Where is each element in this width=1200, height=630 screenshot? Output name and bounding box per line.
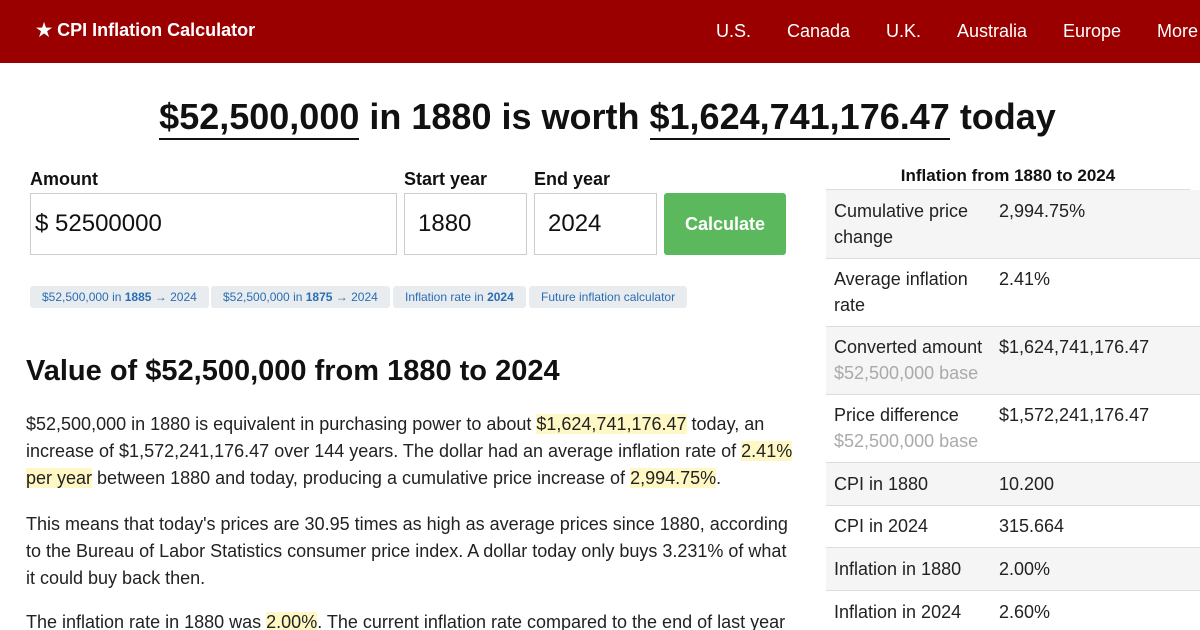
calculate-button[interactable]: Calculate — [664, 193, 786, 255]
brand-link[interactable]: ★ CPI Inflation Calculator — [36, 20, 255, 41]
start-year-value: 1880 — [418, 210, 472, 237]
table-row: Cumulative price change 2,994.75% — [826, 190, 1200, 259]
start-year-label: Start year — [404, 169, 488, 189]
chip-text: $52,500,000 in — [223, 290, 306, 304]
table-row: CPI in 2024 315.664 — [826, 506, 1200, 548]
table-row: Converted amount $52,500,000 base $1,624… — [826, 327, 1200, 395]
para-text: The inflation rate in 1880 was — [26, 612, 267, 630]
row-value: 2.00% — [999, 559, 1051, 579]
row-label: CPI in 2024 — [834, 516, 929, 536]
nav-link-more[interactable]: More — [1157, 21, 1199, 41]
end-year-input[interactable]: 2024 — [534, 193, 657, 255]
start-year-input[interactable]: 1880 — [404, 193, 527, 255]
row-label: Converted amount $52,500,000 base — [834, 334, 984, 386]
row-label: CPI in 1880 — [834, 474, 929, 494]
star-icon: ★ — [36, 20, 53, 40]
chip-text: Future inflation calculator — [541, 290, 676, 304]
para-text: today, an increase of $1,572,241,176.47 … — [26, 414, 765, 461]
table-row: CPI in 1880 10.200 — [826, 463, 1200, 506]
paragraph-summary: $52,500,000 in 1880 is equivalent in pur… — [26, 411, 796, 492]
para-text: between 1880 and today, producing a cumu… — [92, 468, 631, 488]
table-row: Average inflation rate 2.41% — [826, 259, 1200, 327]
para-text: $52,500,000 in 1880 is equivalent in pur… — [26, 414, 537, 434]
dollar-prefix: $ — [35, 210, 49, 237]
nav-link-us[interactable]: U.S. — [716, 21, 752, 41]
nav-link-canada[interactable]: Canada — [787, 21, 851, 41]
headline-suffix: today — [959, 96, 1056, 137]
nav-link-uk[interactable]: U.K. — [886, 21, 922, 41]
highlight-value: $1,624,741,176.47 — [536, 414, 687, 434]
sidebar-title: Inflation from 1880 to 2024 — [900, 166, 1116, 185]
row-label-text: Converted amount — [834, 337, 983, 357]
headline-amount: $52,500,000 — [159, 96, 360, 140]
chip-bold: 1885 — [124, 290, 152, 304]
row-label: Cumulative price change — [834, 201, 969, 247]
row-label: Average inflation rate — [834, 269, 968, 315]
paragraph-explanation: This means that today's prices are 30.95… — [26, 514, 788, 588]
end-year-label: End year — [534, 169, 611, 189]
chip-inflation-rate[interactable]: Inflation rate in 2024 — [393, 286, 526, 308]
amount-input[interactable]: $ 52500000 — [30, 193, 397, 255]
row-value: $1,572,241,176.47 — [999, 405, 1150, 425]
chip-1875[interactable]: $52,500,000 in 1875 → 2024 — [211, 286, 390, 308]
row-value: $1,624,741,176.47 — [999, 337, 1150, 357]
chip-text: → 2024 — [151, 290, 197, 304]
highlight-rate-1880: 2.00% — [266, 612, 318, 630]
chip-1885[interactable]: $52,500,000 in 1885 → 2024 — [30, 286, 209, 308]
chip-text: $52,500,000 in — [42, 290, 125, 304]
table-row: Inflation in 1880 2.00% — [826, 548, 1200, 591]
row-sub: $52,500,000 base — [834, 431, 979, 451]
row-label-text: Price difference — [834, 405, 959, 425]
paragraph-inflation-rate: The inflation rate in 1880 was 2.00%. Th… — [26, 609, 796, 630]
top-nav: ★ CPI Inflation Calculator U.S. Canada U.… — [0, 0, 1200, 63]
page-headline: $52,500,000 in 1880 is worth $1,624,741,… — [0, 96, 1200, 140]
nav-link-australia[interactable]: Australia — [957, 21, 1028, 41]
para-text: . — [716, 468, 722, 488]
amount-value: 52500000 — [55, 210, 162, 237]
highlight-cumulative: 2,994.75% — [630, 468, 717, 488]
chip-bold: 1875 — [305, 290, 333, 304]
sidebar-table: Cumulative price change 2,994.75% Averag… — [826, 189, 1200, 622]
chip-text: Inflation rate in — [405, 290, 488, 304]
headline-value: $1,624,741,176.47 — [649, 96, 950, 140]
row-value: 10.200 — [999, 474, 1055, 494]
chip-bold: 2024 — [487, 290, 514, 304]
row-sub: $52,500,000 base — [834, 363, 979, 383]
row-value: 2.41% — [999, 269, 1051, 289]
brand-label: CPI Inflation Calculator — [57, 20, 256, 40]
nav-link-europe[interactable]: Europe — [1063, 21, 1122, 41]
table-row: Inflation in 2024 2.60% — [826, 591, 1200, 630]
row-value: 2.60% — [999, 602, 1051, 622]
para-text: . The current inflation rate compared to… — [317, 612, 786, 630]
chip-text: → 2024 — [332, 290, 378, 304]
headline-middle: in 1880 is worth — [369, 96, 640, 137]
row-label: Price difference $52,500,000 base — [834, 402, 984, 454]
row-value: 315.664 — [999, 516, 1065, 536]
amount-label: Amount — [30, 169, 98, 189]
row-label: Inflation in 1880 — [834, 559, 962, 579]
table-row: Price difference $52,500,000 base $1,572… — [826, 395, 1200, 463]
row-value: 2,994.75% — [999, 201, 1086, 221]
section-title: Value of $52,500,000 from 1880 to 2024 — [26, 355, 560, 387]
row-label: Inflation in 2024 — [834, 602, 962, 622]
chip-future-calculator[interactable]: Future inflation calculator — [529, 286, 688, 308]
end-year-value: 2024 — [548, 210, 602, 237]
